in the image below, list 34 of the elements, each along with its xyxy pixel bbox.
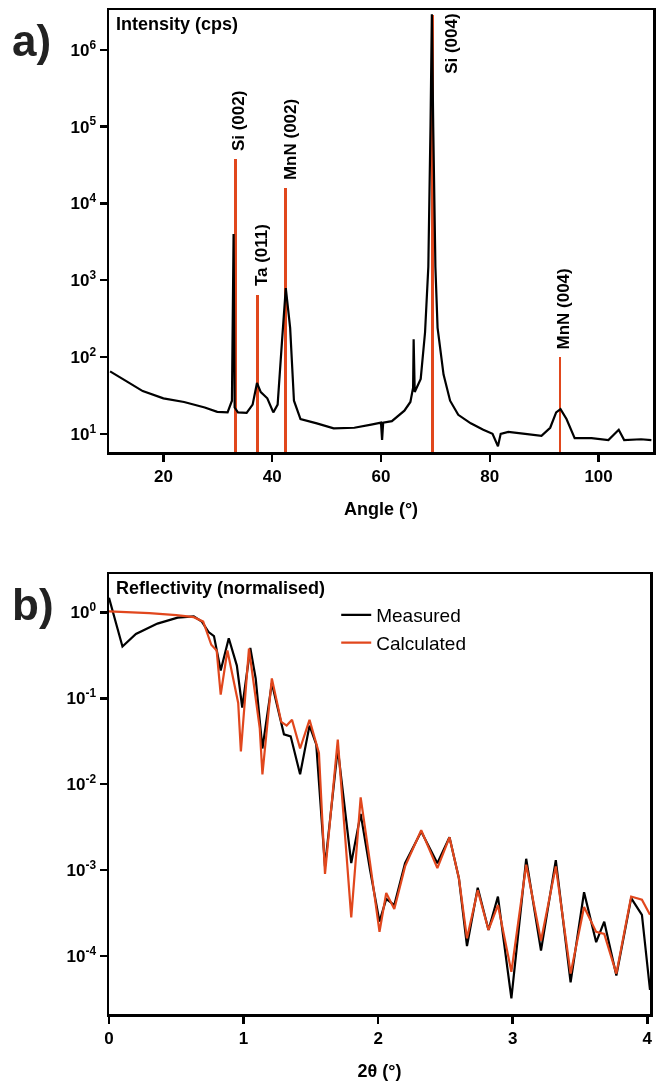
y-tick-label: 10$^{4}$ [70,191,97,214]
x-tick-label: 20 [153,466,173,486]
y-tick-label: 10$^{-4}$ [66,943,97,966]
text: b) [12,580,54,629]
y-tick-label: 10$^{6}$ [70,37,97,60]
x-tick-label: 40 [262,466,282,486]
y-axis-title: Reflectivity (normalised) [116,578,326,598]
annotation: MnN (002) [280,98,300,181]
x-tick-label: 2 [373,1028,383,1048]
y-tick-label: 10$^{-1}$ [66,686,97,709]
y-tick-label: 10$^{1}$ [70,421,97,444]
annotation: MnN (004) [554,268,574,350]
legend-label: Measured [376,605,461,627]
y-tick-label: 10$^{0}$ [70,600,97,623]
x-axis-title: Angle (°) [343,499,419,520]
x-tick-label: 100 [584,466,613,486]
x-tick-label: 80 [480,466,500,486]
x-tick-label: 3 [508,1028,518,1048]
y-tick-label: 10$^{2}$ [70,344,97,367]
y-tick-label: 10$^{-2}$ [66,771,97,795]
annotation: Si (002) [229,90,249,152]
y-tick-label: 10$^{5}$ [70,114,97,137]
y-tick-label: 10$^{3}$ [70,268,97,291]
legend-label: Calculated [376,632,466,654]
annotation: Si (004) [442,13,462,74]
x-tick-label: 0 [104,1028,114,1048]
y-tick-label: 10$^{-3}$ [66,857,97,880]
x-axis-title: 2θ (°) [357,1061,402,1082]
x-tick-label: 4 [642,1028,653,1048]
x-tick-label: 60 [371,466,391,486]
text: a) [12,16,52,65]
y-axis-title: Intensity (cps) [116,14,239,34]
x-tick-label: 1 [238,1028,249,1048]
annotation: Ta (011) [251,224,271,287]
